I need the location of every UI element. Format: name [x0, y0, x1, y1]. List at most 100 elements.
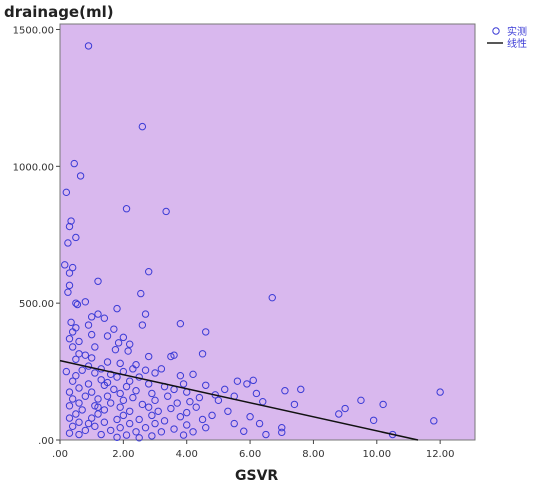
data-point: [72, 299, 80, 307]
data-point: [179, 380, 188, 388]
data-point: [68, 343, 77, 351]
data-point: [141, 366, 150, 374]
data-point: [103, 358, 112, 366]
data-point: [119, 396, 128, 405]
data-point: [278, 428, 286, 437]
data-point: [87, 388, 96, 396]
data-point: [103, 332, 112, 340]
data-point: [125, 419, 134, 428]
data-point: [67, 318, 75, 327]
data-point: [97, 430, 105, 439]
data-point: [221, 385, 229, 394]
data-point: [157, 365, 166, 373]
data-point: [138, 122, 147, 131]
data-point: [189, 370, 197, 379]
data-point: [119, 411, 128, 420]
data-point: [145, 352, 153, 361]
data-point: [68, 328, 77, 336]
data-point: [198, 415, 207, 424]
data-point: [61, 261, 69, 269]
data-point: [233, 377, 242, 385]
data-point: [65, 269, 74, 277]
data-point: [78, 366, 86, 374]
data-point: [113, 415, 121, 424]
data-point: [162, 207, 170, 216]
data-point: [268, 293, 276, 302]
data-point: [84, 321, 93, 329]
data-point: [87, 354, 96, 362]
data-point: [100, 406, 109, 414]
data-point: [230, 419, 238, 428]
data-point: [122, 382, 131, 391]
data-point: [148, 432, 156, 440]
data-point: [202, 423, 210, 432]
data-point: [154, 407, 162, 415]
y-axis-label: drainage(ml): [4, 3, 114, 21]
data-point: [125, 377, 134, 385]
data-point: [138, 400, 147, 409]
data-point: [65, 402, 74, 410]
data-point: [94, 277, 102, 285]
scatter-points: [61, 42, 444, 442]
data-point: [75, 384, 83, 392]
data-point: [135, 415, 143, 424]
data-point: [116, 389, 124, 398]
data-point: [240, 427, 248, 435]
data-point: [125, 340, 134, 348]
data-point: [65, 281, 74, 290]
data-point: [224, 407, 232, 415]
data-point: [65, 388, 74, 396]
data-point: [94, 403, 102, 411]
data-point: [255, 419, 264, 428]
data-point: [173, 399, 181, 407]
data-point: [252, 389, 261, 398]
data-point: [113, 433, 121, 441]
data-point: [78, 406, 86, 414]
data-point: [76, 172, 85, 180]
data-point: [151, 369, 159, 377]
data-point: [81, 298, 90, 306]
data-point: [114, 339, 123, 347]
data-point: [87, 414, 96, 422]
data-point: [151, 419, 159, 428]
data-point: [94, 310, 102, 318]
data-point: [116, 403, 124, 411]
data-point: [148, 411, 156, 420]
x-tick-label: 2.00: [112, 449, 134, 460]
legend: 实测 线性: [487, 25, 527, 50]
data-point: [103, 378, 112, 387]
data-point: [379, 400, 387, 409]
x-tick-label: 4.00: [176, 449, 198, 460]
data-point: [138, 321, 147, 329]
data-point: [91, 422, 99, 431]
data-point: [65, 222, 74, 231]
data-point: [65, 429, 74, 437]
data-point: [110, 325, 118, 333]
data-point: [129, 393, 137, 402]
data-point: [84, 42, 93, 50]
data-point: [369, 416, 378, 424]
x-axis-label: GSVR: [235, 468, 278, 484]
data-point: [72, 410, 80, 418]
data-point: [148, 389, 156, 398]
data-point: [64, 288, 72, 296]
data-point: [170, 351, 178, 359]
data-point: [189, 428, 197, 436]
data-point: [262, 430, 270, 439]
data-point: [73, 300, 82, 309]
data-point: [186, 397, 194, 406]
data-point: [100, 314, 109, 322]
data-point: [62, 367, 71, 376]
data-point: [176, 319, 185, 328]
legend-marker-observed: [492, 27, 500, 35]
data-point: [151, 396, 159, 405]
data-point: [68, 422, 77, 431]
data-point: [75, 337, 83, 346]
data-point: [297, 385, 305, 394]
data-point: [81, 351, 90, 359]
data-point: [202, 328, 210, 336]
data-point: [68, 377, 77, 385]
data-point: [176, 413, 185, 421]
x-tick-label: .00: [52, 449, 68, 460]
